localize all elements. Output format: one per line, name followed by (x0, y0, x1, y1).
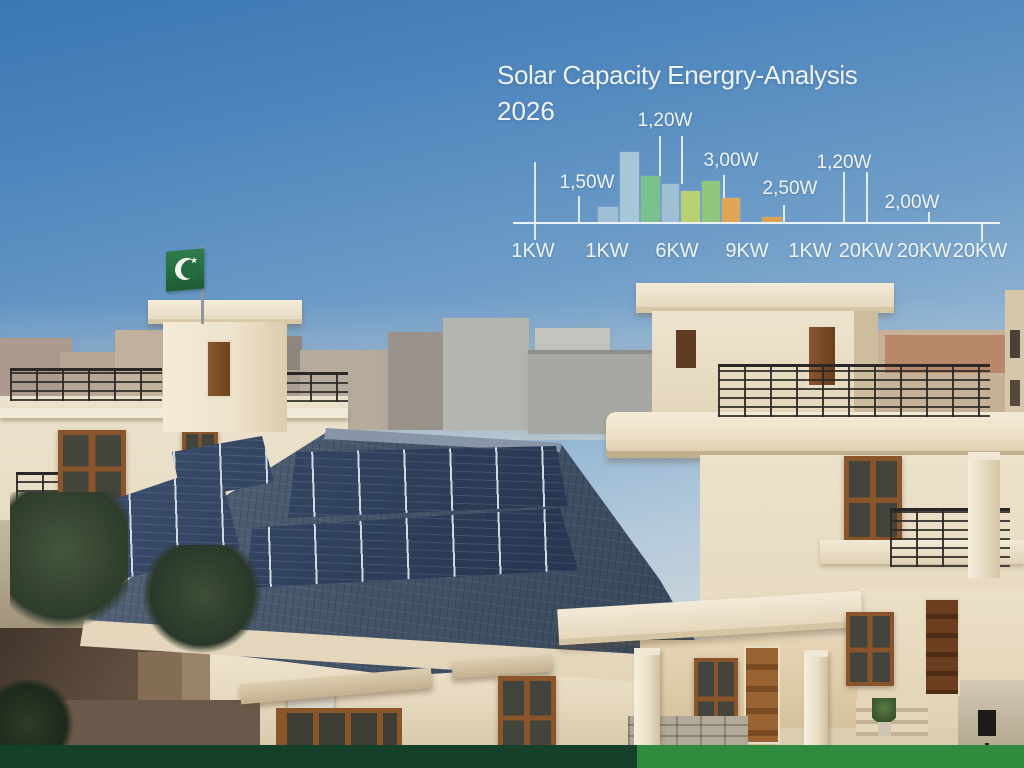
chart-leader-line (681, 136, 683, 184)
entry-door (924, 598, 960, 696)
window (1010, 330, 1020, 358)
chart-overlay: Solar Capacity Energry-Analysis 2026 1,5… (0, 0, 1024, 300)
chart-leader-line (981, 222, 983, 242)
chart-bar (702, 181, 720, 222)
chart-value-label: 1,50W (559, 172, 615, 193)
potted-plant (872, 698, 896, 726)
right-tower-cornice (636, 283, 894, 313)
chart-x-tick-label: 20KW (896, 240, 952, 262)
chart-leader-line (659, 136, 661, 176)
porch-column (968, 452, 1000, 578)
footer-band-bright (637, 745, 1024, 768)
terrace-railing (10, 368, 162, 401)
front-window (498, 676, 556, 758)
chart-x-tick-label: 1KW (585, 240, 629, 262)
plant-pot (878, 722, 891, 736)
chart-leader-line (723, 175, 725, 198)
chart-bar (662, 184, 679, 222)
flag-tower-cornice (148, 300, 302, 324)
chart-bar (762, 217, 782, 222)
tree (10, 492, 128, 638)
background-building (388, 332, 445, 430)
chart-x-tick-label: 9KW (725, 240, 769, 262)
chart-bar (598, 207, 618, 222)
chart-layer: 1,50W 1,20W 3,00W 2,50W 1,20W 2,00W 1KW 1KW 6KW 9… (0, 0, 1024, 300)
terrace-railing (718, 364, 990, 417)
window (1010, 380, 1020, 406)
chart-x-tick-label: 20KW (952, 240, 1008, 262)
front-door (744, 646, 780, 744)
chart-x-tick-label: 6KW (655, 240, 699, 262)
window (844, 456, 902, 542)
chart-value-label: 2,00W (884, 192, 940, 213)
window (846, 612, 894, 686)
porch-column (634, 648, 660, 755)
chart-x-tick-label: 1KW (511, 240, 555, 262)
porch-column (804, 650, 828, 755)
chart-bar (620, 152, 639, 222)
chart-x-tick-label: 20KW (838, 240, 894, 262)
tower-door (206, 340, 232, 398)
tower-door (676, 330, 696, 368)
chart-bar (641, 176, 660, 222)
chart-value-label: 1,20W (637, 110, 693, 131)
chart-leader-line (578, 196, 580, 222)
terrace-slab (606, 412, 1024, 458)
chart-axis (513, 222, 1000, 224)
yard-lamp (978, 710, 996, 736)
chart-leader-line (928, 212, 930, 222)
chart-year: 2026 (497, 96, 555, 126)
chart-value-label: 1,20W (816, 152, 872, 173)
window (58, 430, 126, 506)
chart-title: Solar Capacity Energry-Analysis (497, 60, 858, 90)
chart-leader-line (866, 172, 868, 222)
chart-x-tick-label: 1KW (788, 240, 832, 262)
chart-bar (681, 191, 700, 222)
tree (140, 545, 264, 653)
chart-leader-line (783, 205, 785, 222)
chart-value-label: 2,50W (762, 178, 818, 199)
chart-bar (722, 198, 740, 222)
footer-band-dark (0, 745, 637, 768)
chart-leader-line (534, 162, 536, 240)
concrete-building (443, 318, 529, 430)
chart-leader-line (843, 172, 845, 222)
chart-value-label: 3,00W (703, 150, 759, 171)
